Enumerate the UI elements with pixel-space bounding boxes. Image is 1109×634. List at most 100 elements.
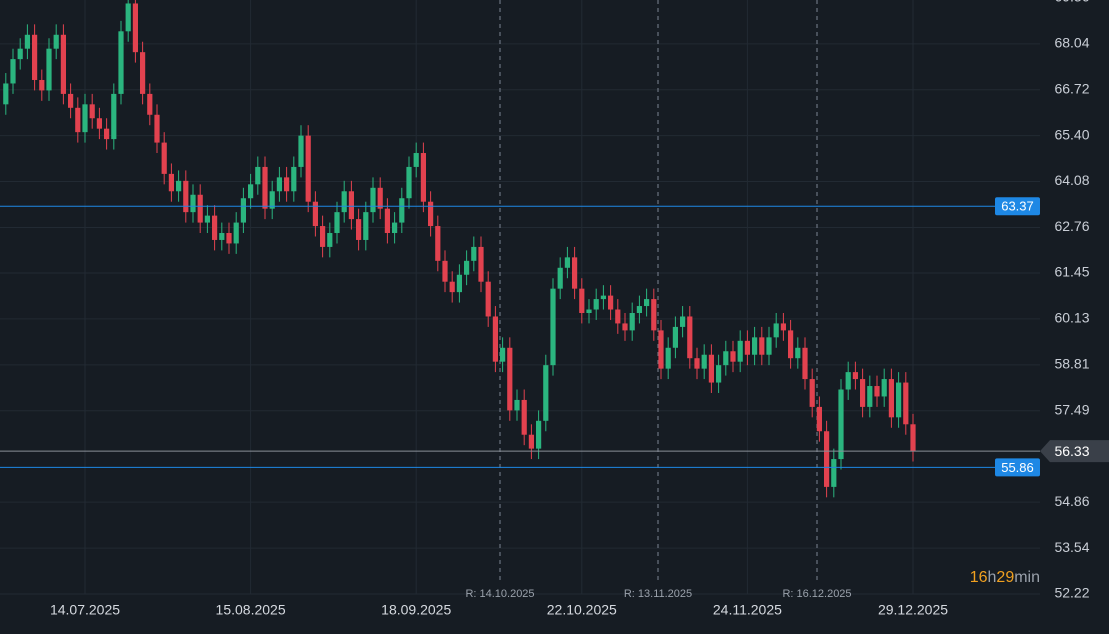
divider-label: R: 16.12.2025: [782, 588, 851, 600]
candle-body: [471, 246, 477, 261]
last-price-label: 56.33: [1054, 443, 1089, 459]
candle-body: [406, 166, 412, 199]
candle-body: [766, 337, 772, 355]
candle-body: [824, 431, 830, 487]
candle-body: [608, 295, 614, 310]
candle-body: [888, 379, 894, 418]
candle-body: [442, 260, 448, 282]
candle-body: [521, 399, 527, 435]
candle-body: [435, 226, 441, 261]
candle-body: [82, 104, 88, 133]
candle-body: [147, 93, 153, 115]
candle-body: [39, 79, 45, 91]
candle-body: [255, 166, 261, 185]
candle-body: [557, 267, 563, 289]
candle-body: [392, 222, 398, 234]
candle-body: [752, 337, 758, 355]
timer: 16h29min: [970, 569, 1040, 586]
y-tick-label: 61.45: [1054, 264, 1089, 280]
candle-body: [694, 358, 700, 369]
y-tick-label: 66.72: [1054, 80, 1089, 96]
candle-body: [867, 386, 873, 407]
candle-body: [384, 208, 390, 234]
candle-body: [730, 351, 736, 362]
candle-body: [636, 306, 642, 313]
candle-body: [708, 354, 714, 383]
last-price-box: [1040, 440, 1109, 463]
x-tick-label: 29.12.2025: [878, 602, 948, 618]
candle-body: [680, 316, 686, 327]
candle-body: [240, 198, 246, 223]
candle-body: [788, 330, 794, 359]
candle-body: [564, 257, 570, 268]
y-tick-label: 52.22: [1054, 585, 1089, 601]
y-tick-label: 62.76: [1054, 218, 1089, 234]
candle-body: [874, 386, 880, 397]
candle-body: [262, 166, 268, 209]
candle-body: [816, 406, 822, 432]
candle-body: [600, 295, 606, 300]
candle-body: [233, 222, 239, 244]
candle-body: [845, 372, 851, 390]
candle-body: [852, 372, 858, 380]
candle-body: [658, 330, 664, 369]
candle-body: [204, 215, 210, 223]
candle-body: [17, 48, 23, 60]
candle-body: [449, 281, 455, 293]
candle-body: [536, 420, 542, 449]
candle-body: [651, 299, 657, 331]
candle-body: [593, 299, 599, 310]
candle-body: [615, 309, 621, 324]
candle-body: [154, 114, 160, 143]
candle-body: [334, 212, 340, 234]
candle-body: [312, 201, 318, 227]
timer-part: 29: [996, 569, 1014, 586]
level-label: 63.37: [1001, 199, 1034, 214]
candle-body: [485, 281, 491, 317]
level-label-box: [995, 458, 1040, 477]
candle-body: [377, 187, 383, 209]
candle-body: [75, 107, 81, 133]
candle-body: [356, 219, 362, 240]
candle-body: [269, 191, 275, 209]
candle-body: [46, 48, 52, 91]
y-tick-label: 58.81: [1054, 356, 1089, 372]
candle-body: [161, 142, 167, 174]
candle-body: [104, 128, 110, 140]
candle-body: [831, 459, 837, 487]
candle-body: [492, 316, 498, 362]
candle-body: [370, 187, 376, 213]
candle-body: [111, 93, 117, 140]
candle-body: [910, 424, 916, 452]
candle-body: [716, 365, 722, 383]
candle-body: [456, 274, 462, 293]
candle-body: [327, 233, 333, 247]
candle-body: [197, 194, 203, 223]
candle-body: [780, 323, 786, 331]
candle-body: [802, 347, 808, 380]
candle-body: [190, 194, 196, 213]
candle-body: [291, 166, 297, 192]
candle-body: [305, 135, 311, 202]
candle-body: [903, 382, 909, 425]
candle-body: [363, 212, 369, 240]
candle-body: [212, 215, 218, 240]
candle-body: [579, 288, 585, 313]
candle-body: [298, 135, 304, 167]
candle-body: [168, 173, 174, 192]
candle-body: [737, 340, 743, 362]
candle-body: [413, 153, 419, 167]
timer-part: 16: [970, 569, 988, 586]
candle-body: [248, 184, 254, 199]
candle-body: [10, 59, 16, 84]
candle-body: [276, 177, 282, 192]
candle-body: [622, 323, 628, 331]
y-tick-label: 68.04: [1054, 35, 1089, 51]
candle-body: [320, 226, 326, 247]
candle-body: [176, 180, 182, 192]
candle-body: [118, 31, 124, 94]
candle-body: [125, 3, 131, 32]
candle-body: [723, 351, 729, 366]
candle-body: [665, 347, 671, 369]
